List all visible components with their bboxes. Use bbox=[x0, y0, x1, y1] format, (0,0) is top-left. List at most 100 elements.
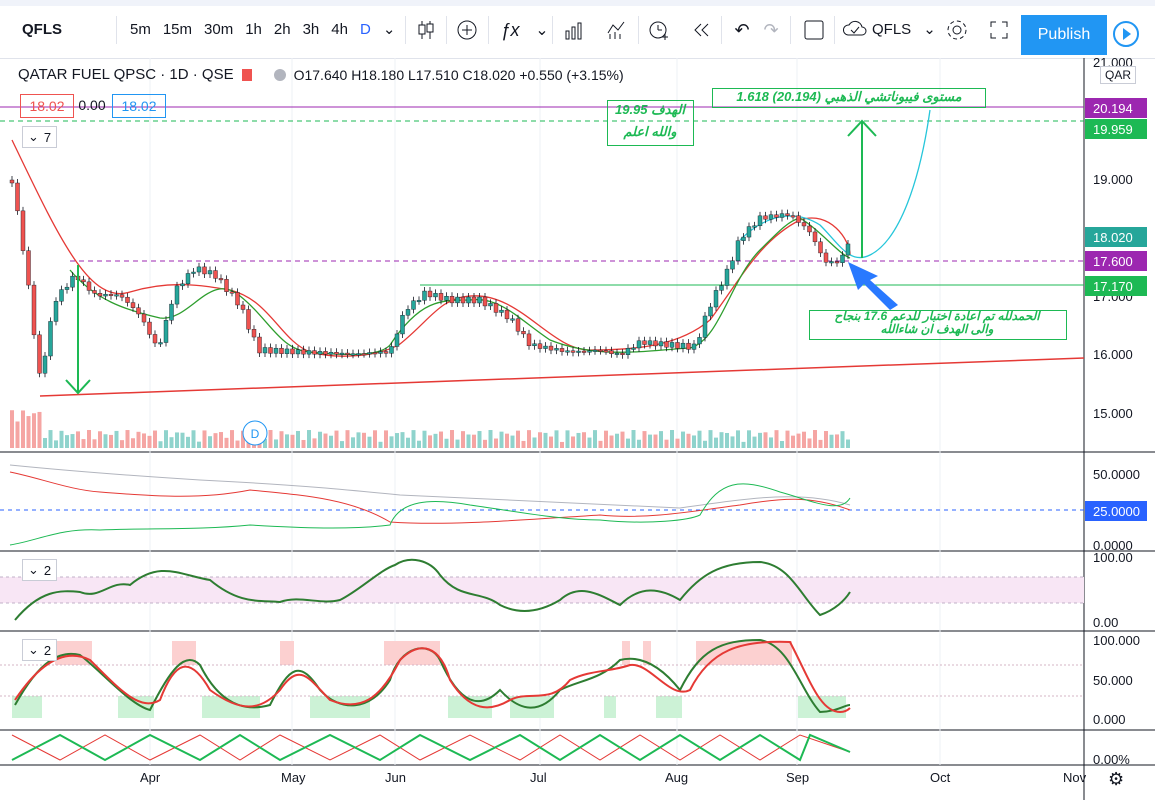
target-annotation-box[interactable] bbox=[607, 100, 694, 146]
adx-level-label[interactable]: 25.0000 bbox=[1085, 501, 1147, 521]
volume-bar bbox=[114, 430, 119, 448]
trend-line[interactable] bbox=[39, 357, 1085, 397]
volume-bar bbox=[98, 431, 102, 448]
fib-annotation-box[interactable] bbox=[712, 88, 986, 108]
candle-body bbox=[229, 291, 235, 294]
hide-icon[interactable] bbox=[273, 68, 286, 81]
candle-body bbox=[334, 351, 339, 355]
chevron-down-icon[interactable]: ⌄ bbox=[535, 22, 549, 39]
down-arrow-head[interactable] bbox=[65, 379, 91, 395]
rsi-tick: 100.00 bbox=[1093, 550, 1133, 565]
flag-icon[interactable] bbox=[241, 68, 252, 81]
candle-body bbox=[636, 340, 642, 349]
volume-bar bbox=[620, 431, 625, 448]
target-price-label[interactable]: 19.959 bbox=[1085, 119, 1147, 139]
candle-body bbox=[103, 293, 108, 297]
chevron-down-icon[interactable]: ⌄ bbox=[923, 21, 936, 38]
up-arrow-head[interactable] bbox=[847, 119, 877, 137]
volume-bar bbox=[384, 430, 388, 448]
stoch-k-line[interactable] bbox=[14, 638, 851, 714]
support-pointer-arrow[interactable] bbox=[848, 262, 898, 310]
chevron-down-icon: ⌄ bbox=[28, 129, 39, 144]
timeframe-d[interactable]: D bbox=[359, 20, 371, 38]
timeframe-15m[interactable]: 15m bbox=[162, 20, 193, 38]
adx-line[interactable] bbox=[9, 464, 851, 509]
volume-bar bbox=[499, 431, 504, 448]
toolbar-divider bbox=[721, 16, 722, 44]
alert-icon[interactable] bbox=[645, 16, 673, 44]
timeframe-2h[interactable]: 2h bbox=[273, 20, 291, 38]
candle-body bbox=[361, 353, 367, 356]
candle-body bbox=[125, 296, 130, 303]
bid-price[interactable]: 18.02 bbox=[20, 94, 74, 118]
fullscreen-square-icon[interactable] bbox=[800, 16, 828, 44]
candle-body bbox=[350, 353, 356, 356]
play-icon[interactable] bbox=[1112, 20, 1140, 48]
support-annotation-box[interactable] bbox=[809, 310, 1067, 340]
undo-icon[interactable]: ↶ bbox=[734, 19, 750, 40]
candle-body bbox=[840, 254, 845, 263]
expand-icon[interactable] bbox=[985, 16, 1013, 44]
chart-canvas[interactable]: D bbox=[0, 58, 1155, 800]
publish-button[interactable]: Publish bbox=[1021, 15, 1107, 55]
pane3-collapse-button[interactable]: ⌄ 2 bbox=[22, 559, 58, 581]
timeframe-3h[interactable]: 3h bbox=[302, 20, 320, 38]
financials-icon[interactable] bbox=[560, 16, 588, 44]
indicators-icon[interactable]: ƒx bbox=[500, 19, 520, 40]
timeframe-5m[interactable]: 5m bbox=[130, 20, 151, 38]
volume-bar bbox=[323, 433, 328, 448]
red-moving-average[interactable] bbox=[11, 139, 851, 357]
chevron-down-icon[interactable]: ⌄ bbox=[382, 21, 396, 38]
projection-curve[interactable] bbox=[739, 109, 931, 259]
legend-title[interactable]: QATAR FUEL QPSC · 1D · QSE bbox=[18, 66, 234, 83]
axis-settings-gear-icon[interactable]: ⚙ bbox=[1108, 769, 1125, 789]
add-compare-icon[interactable] bbox=[453, 16, 481, 44]
di-plus-line[interactable] bbox=[9, 483, 851, 546]
volume-bar bbox=[186, 436, 190, 448]
candle-body bbox=[477, 296, 482, 304]
timeframe-1h[interactable]: 1h bbox=[245, 20, 262, 38]
volume-bar bbox=[846, 439, 850, 448]
dividend-marker[interactable] bbox=[242, 420, 268, 446]
top-strip bbox=[0, 0, 1155, 6]
support-price-label[interactable]: 17.600 bbox=[1085, 251, 1147, 271]
time-label: Nov bbox=[1063, 770, 1087, 785]
candle-body bbox=[383, 351, 389, 354]
fib-price-label[interactable]: 20.194 bbox=[1085, 98, 1147, 118]
settings-gear-icon[interactable] bbox=[943, 16, 971, 44]
toolbar-divider bbox=[116, 16, 117, 44]
candlestick-series[interactable] bbox=[9, 176, 851, 378]
save-layout-button[interactable]: QFLS ⌄ bbox=[842, 12, 936, 46]
volume-bar bbox=[263, 438, 267, 448]
symbol-search-button[interactable]: QFLS bbox=[22, 20, 62, 38]
volume-bar bbox=[626, 438, 630, 448]
timeframe-30m[interactable]: 30m bbox=[204, 20, 234, 38]
di-minus-line[interactable] bbox=[9, 471, 851, 524]
templates-icon[interactable] bbox=[603, 16, 631, 44]
stoch-d-line[interactable] bbox=[14, 640, 851, 714]
level2-price-label[interactable]: 17.170 bbox=[1085, 276, 1147, 296]
replay-icon[interactable] bbox=[688, 16, 716, 44]
volume-bar bbox=[422, 430, 427, 448]
candle-body bbox=[416, 300, 422, 303]
ask-price[interactable]: 18.02 bbox=[112, 94, 166, 118]
timeframe-4h[interactable]: 4h bbox=[331, 20, 348, 38]
bottom-green-oscillator[interactable] bbox=[11, 733, 851, 762]
rsi-line[interactable] bbox=[14, 558, 851, 621]
currency-label[interactable]: QAR bbox=[1100, 66, 1137, 84]
volume-bar bbox=[488, 430, 493, 448]
redo-icon[interactable]: ↷ bbox=[763, 19, 779, 40]
volume-bar bbox=[87, 430, 91, 448]
indicators-collapse-button[interactable]: ⌄ 7 bbox=[22, 126, 58, 148]
candle-body bbox=[724, 268, 730, 286]
candle-body bbox=[427, 290, 433, 298]
candle-body bbox=[730, 260, 735, 270]
candle-body bbox=[290, 348, 295, 355]
pane4-collapse-button[interactable]: ⌄ 2 bbox=[22, 639, 58, 661]
green-moving-average[interactable] bbox=[69, 217, 851, 356]
spread-value: 0.00 bbox=[78, 97, 106, 113]
last-price-label[interactable]: 18.020 bbox=[1085, 227, 1147, 247]
candles-icon[interactable] bbox=[412, 16, 440, 44]
candle-body bbox=[284, 348, 290, 354]
candle-body bbox=[295, 349, 301, 355]
